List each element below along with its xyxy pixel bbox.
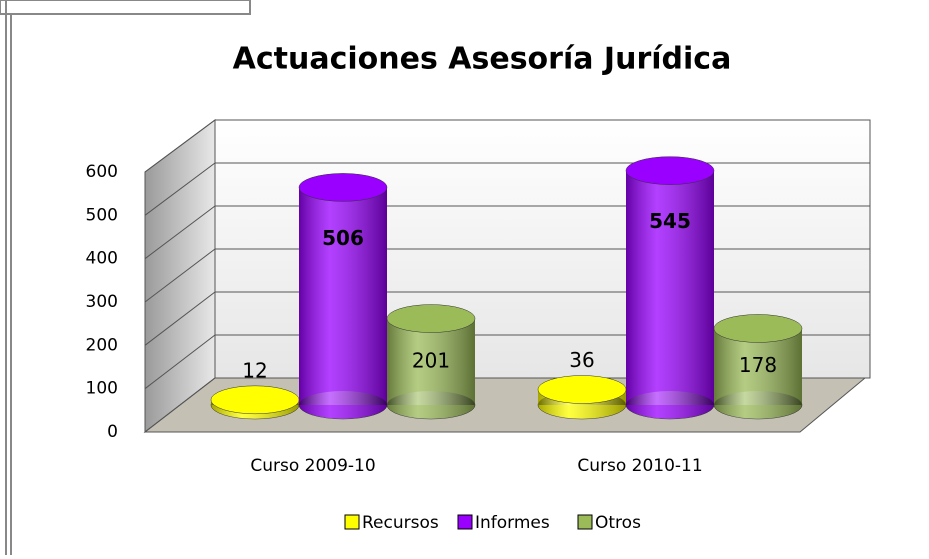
bar-top (537, 375, 627, 404)
bar-top (210, 385, 300, 415)
legend-swatch (344, 514, 360, 530)
bar-base-shade (714, 391, 802, 419)
bar-shade (299, 187, 387, 405)
data-label: 12 (242, 358, 267, 382)
grid-line (144, 119, 870, 173)
y-tick-label: 300 (86, 292, 118, 312)
legend-label: Otros (595, 513, 641, 533)
frame (0, 0, 251, 15)
legend-label: Recursos (362, 513, 439, 533)
chart-title: Actuaciones Asesoría Jurídica (233, 42, 732, 77)
y-tick-label: 500 (86, 205, 118, 225)
data-label: 201 (412, 348, 450, 372)
y-tick-label: 100 (86, 379, 118, 399)
bar-shade (387, 318, 475, 405)
data-label: 506 (322, 226, 364, 250)
bar-base-shade (626, 391, 714, 419)
legend-label: Informes (475, 513, 550, 533)
y-tick-label: 600 (86, 162, 118, 182)
y-tick-label: 200 (86, 335, 118, 355)
bar-shade (626, 170, 714, 405)
x-tick-label: Curso 2009-10 (250, 456, 375, 476)
y-tick-label: 400 (86, 249, 118, 269)
x-tick-label: Curso 2010-11 (577, 456, 702, 476)
bar-top (386, 304, 476, 333)
data-label: 178 (739, 353, 777, 377)
y-tick-label: 0 (107, 422, 118, 442)
bar-top (625, 156, 715, 185)
legend-swatch (457, 514, 473, 530)
bar-base-shade (387, 391, 475, 419)
data-label: 36 (569, 348, 594, 372)
bar-top (298, 173, 388, 202)
bar-top (713, 314, 803, 343)
bar-base-shade (299, 391, 387, 419)
data-label: 545 (649, 209, 691, 233)
legend-swatch (577, 514, 593, 530)
